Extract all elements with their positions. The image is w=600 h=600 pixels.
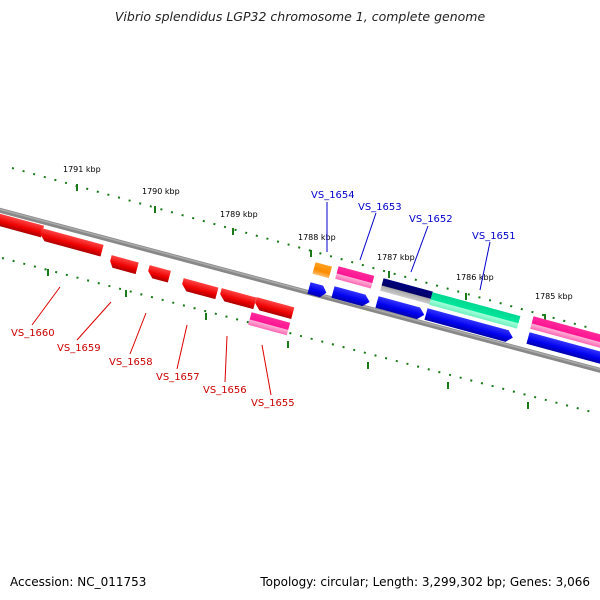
genome-summary-text: Topology: circular; Length: 3,299,302 bp…	[260, 575, 590, 589]
leader-line	[224, 335, 228, 383]
leader-line	[31, 286, 61, 326]
gene-VS_1650[interactable]	[530, 316, 600, 350]
leader-line	[410, 225, 429, 273]
gene-label: VS_1652	[409, 214, 453, 225]
gene-VS_1651[interactable]	[429, 292, 521, 329]
gene-VS_1650b[interactable]	[526, 332, 600, 366]
leader-line	[479, 241, 491, 291]
tick-label: 1790 kbp	[142, 187, 180, 196]
gene-label: VS_1654	[311, 190, 355, 201]
gene-VS_1656[interactable]	[181, 278, 219, 300]
gene-VS_1653[interactable]	[335, 266, 375, 289]
tick-label: 1785 kbp	[535, 292, 573, 301]
reverse-genes	[0, 211, 295, 336]
tick-label: 1791 kbp	[63, 165, 101, 174]
major-ticks	[47, 184, 546, 409]
tick-label: 1787 kbp	[377, 253, 415, 262]
gene-VS_1657[interactable]	[147, 265, 171, 283]
gene-label: VS_1660	[11, 328, 55, 339]
gene-label: VS_1656	[203, 385, 247, 396]
gene-VS_1656b[interactable]	[219, 288, 257, 310]
gene-label: VS_1653	[358, 202, 402, 213]
gene-VS_1652b[interactable]	[375, 296, 425, 320]
gene-VS_1652[interactable]	[380, 278, 433, 305]
gene-VS_1653b[interactable]	[331, 286, 371, 308]
leader-line	[129, 312, 147, 355]
gene-label: VS_1655	[251, 398, 295, 409]
gene-VS_1651b[interactable]	[424, 308, 514, 343]
tick-labels: 1791 kbp 1790 kbp 1789 kbp 1788 kbp 1787…	[63, 165, 573, 301]
gene-VS_1658[interactable]	[109, 255, 139, 275]
genome-backbone	[0, 207, 600, 373]
gene-VS_1654b[interactable]	[307, 282, 328, 298]
gene-label: VS_1658	[109, 357, 153, 368]
leader-line	[359, 212, 377, 261]
gene-VS_1659[interactable]	[39, 228, 104, 257]
accession-text: Accession: NC_011753	[10, 575, 147, 589]
gene-VS_1655[interactable]	[248, 312, 291, 336]
leader-line	[261, 344, 272, 396]
gene-VS_1654[interactable]	[312, 262, 332, 279]
map-title: Vibrio splendidus LGP32 chromosome 1, co…	[114, 9, 486, 24]
gene-label: VS_1657	[156, 372, 200, 383]
forward-genes	[307, 262, 600, 366]
gene-label: VS_1651	[472, 231, 516, 242]
tick-label: 1789 kbp	[220, 210, 258, 219]
tick-label: 1788 kbp	[298, 233, 336, 242]
leader-line	[176, 324, 188, 370]
gene-VS_1655b[interactable]	[254, 297, 295, 319]
forward-label-leaders	[326, 202, 491, 291]
gene-label: VS_1659	[57, 343, 101, 354]
gene-VS_1660[interactable]	[0, 211, 45, 238]
leader-line	[76, 301, 112, 341]
reverse-label-leaders	[31, 286, 272, 396]
gene-labels: VS_1660 VS_1659 VS_1658 VS_1657 VS_1656 …	[11, 190, 516, 409]
tick-label: 1786 kbp	[456, 273, 494, 282]
outer-track-line	[11, 167, 591, 329]
outer-tick-track	[11, 167, 591, 329]
